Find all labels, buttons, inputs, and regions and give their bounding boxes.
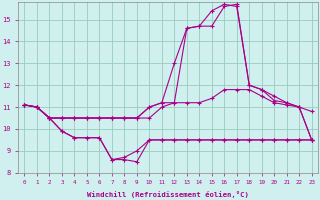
X-axis label: Windchill (Refroidissement éolien,°C): Windchill (Refroidissement éolien,°C) (87, 191, 249, 198)
